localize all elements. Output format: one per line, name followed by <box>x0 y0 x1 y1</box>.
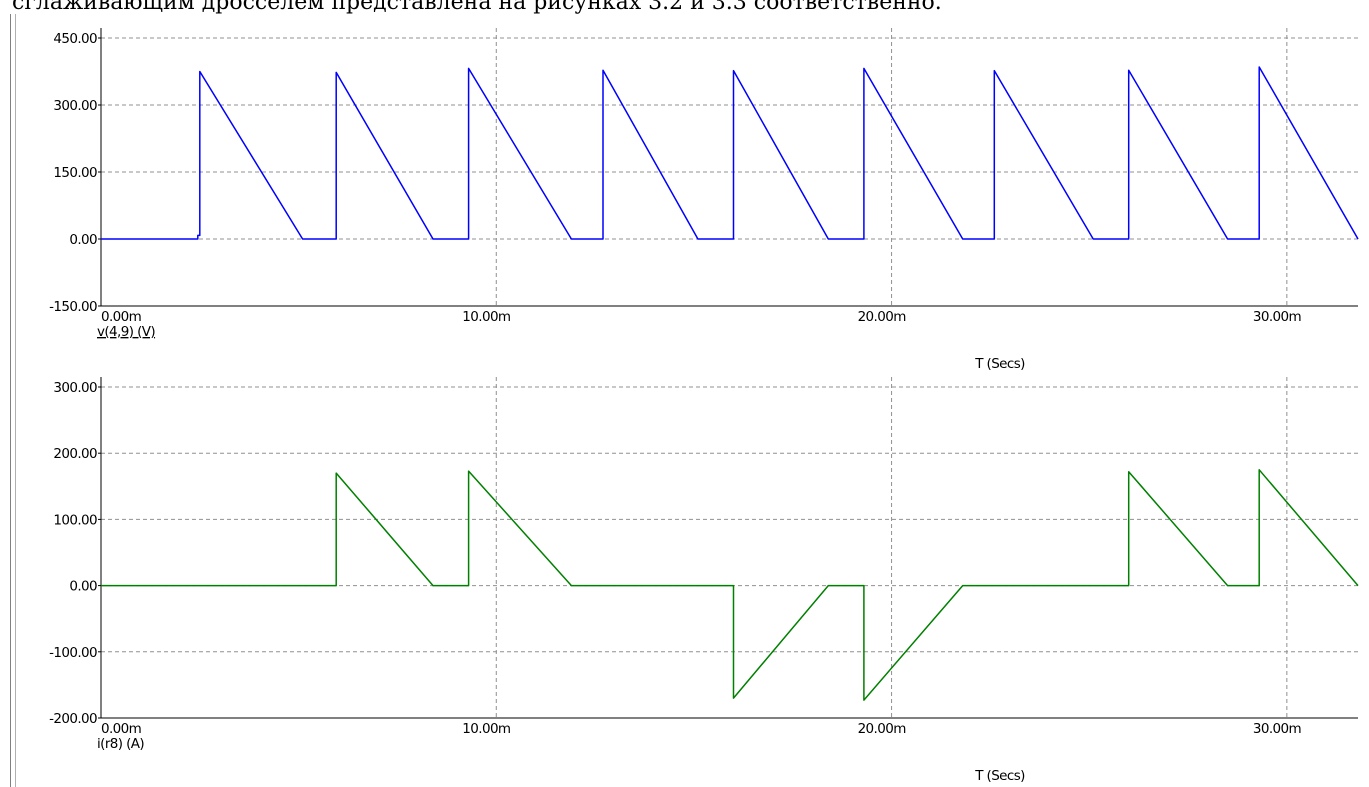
plot-2-y-tick-label: 200.00 <box>53 446 97 462</box>
plot-1-series-trace <box>101 66 1359 240</box>
plot-1-y-tick-label: 300.00 <box>53 98 97 114</box>
plot-1-y-tick-label: 0.00 <box>69 232 97 248</box>
plot-2-x-axis-title: T (Secs) <box>974 768 1025 784</box>
plot-1-y-tick-label: 450.00 <box>53 31 97 47</box>
plot-1-y-tick-label: 150.00 <box>53 165 97 181</box>
window-left-border <box>10 14 16 787</box>
document-caption-fragment: сглаживающим дросселем представлена на р… <box>12 0 942 15</box>
plot-1-x-tick-label: 10.00m <box>462 309 510 325</box>
plot-2-y-tick-label: 0.00 <box>69 579 97 595</box>
plot-2-x-tick-label: 0.00m <box>101 721 141 737</box>
plot-2-trace-label[interactable]: i(r8) (A) <box>97 736 145 752</box>
plot-1-x-tick-label: 0.00m <box>101 309 141 325</box>
plot-2-x-tick-label: 30.00m <box>1253 721 1301 737</box>
plot-2-y-tick-label: 100.00 <box>53 512 97 528</box>
plot-2-y-tick-label: -200.00 <box>49 711 97 727</box>
plot-1-x-axis-title: T (Secs) <box>974 356 1025 372</box>
plot-2-x-tick-label: 20.00m <box>858 721 906 737</box>
plot-2-y-tick-label: 300.00 <box>53 380 97 396</box>
plot-1-x-tick-label: 30.00m <box>1253 309 1301 325</box>
plot-2-y-tick-label: -100.00 <box>49 645 97 661</box>
plot-1-trace-label[interactable]: v(4,9) (V) <box>97 324 156 340</box>
plot-1-x-tick-label: 20.00m <box>858 309 906 325</box>
plot-2-series-trace <box>101 469 1359 701</box>
plot-2-x-tick-label: 10.00m <box>462 721 510 737</box>
plot-1-y-tick-label: -150.00 <box>49 299 97 315</box>
